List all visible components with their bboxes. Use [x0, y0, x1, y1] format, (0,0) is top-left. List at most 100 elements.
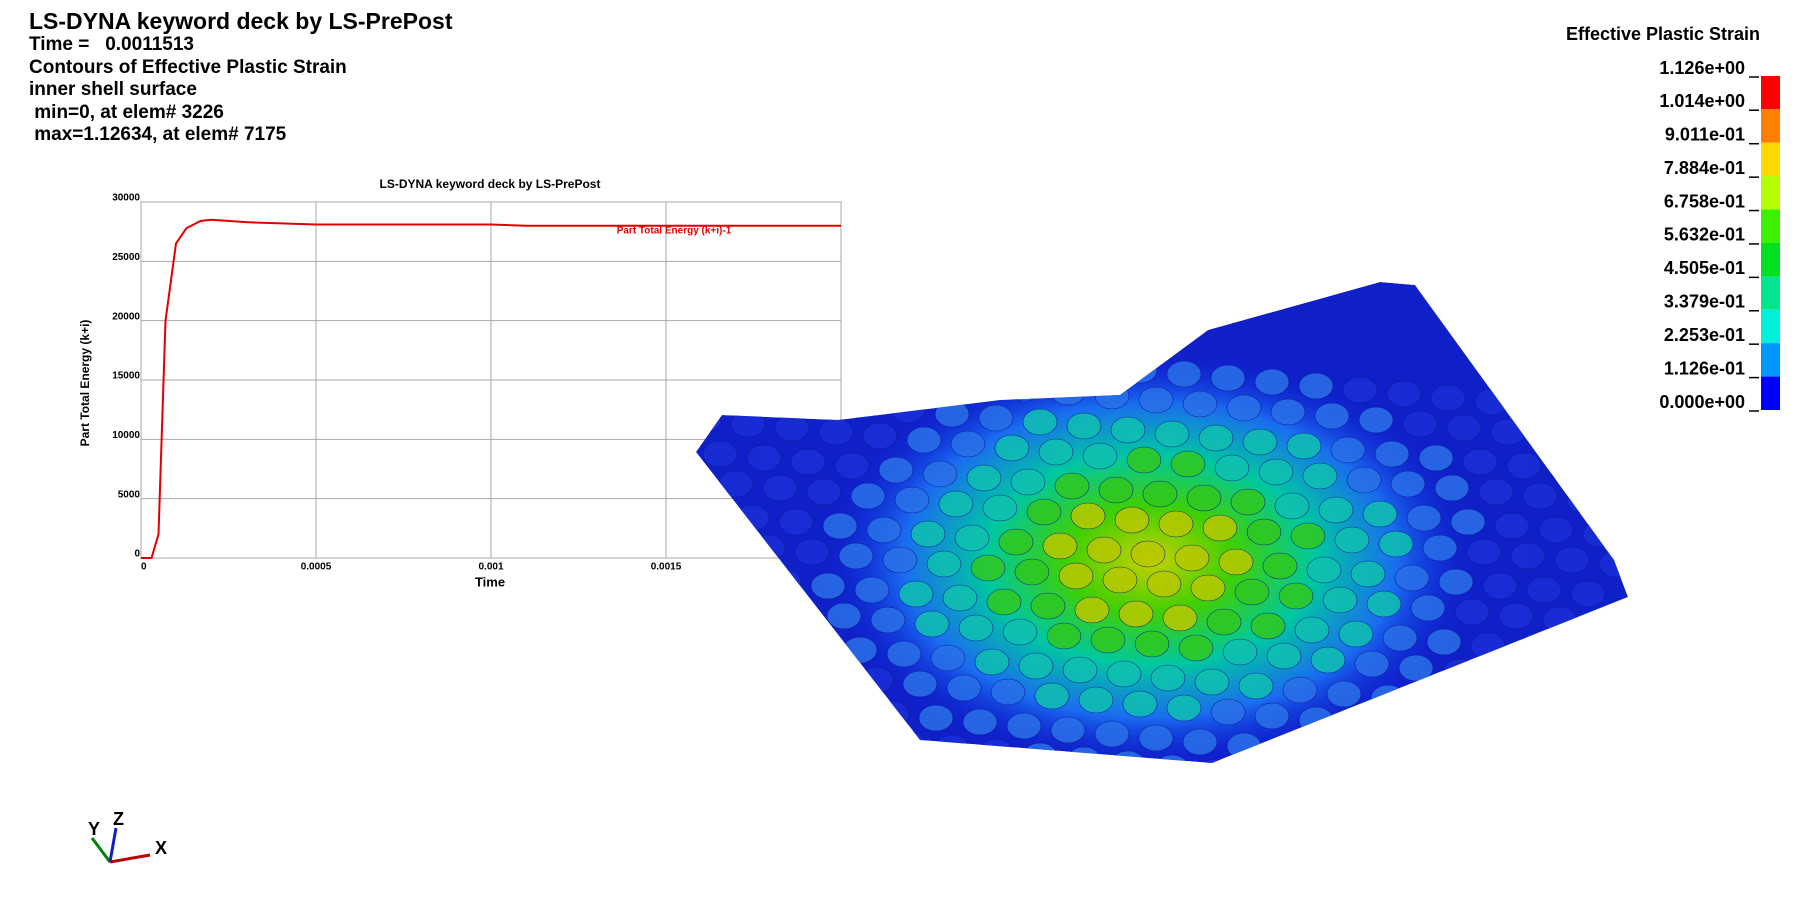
- mesh-bump: [1262, 552, 1298, 580]
- mesh-bump: [1034, 348, 1070, 376]
- mesh-bump: [1134, 630, 1170, 658]
- mesh-bump: [1039, 777, 1073, 803]
- mesh-bump: [826, 602, 862, 630]
- legend-tick-label: 1.126e-01: [1664, 358, 1745, 378]
- mesh-bump: [1138, 386, 1174, 414]
- mesh-bump: [1463, 783, 1497, 809]
- mesh-bump: [1495, 847, 1529, 873]
- mesh-bump: [1210, 698, 1246, 726]
- mesh-bump: [1542, 606, 1578, 634]
- mesh-bump: [1523, 821, 1557, 847]
- mesh-bump: [1202, 514, 1238, 542]
- mesh-bump: [659, 771, 693, 797]
- mesh-bump: [774, 752, 810, 763]
- header-line: Contours of Effective Plastic Strain: [29, 56, 347, 78]
- mesh-bump: [1186, 484, 1222, 512]
- mesh-bump: [1374, 440, 1410, 468]
- mesh-bump: [1350, 560, 1386, 588]
- mesh-bump: [1231, 823, 1265, 849]
- mesh-bump: [726, 320, 762, 348]
- mesh-bump: [1386, 714, 1422, 742]
- mesh-bump: [1018, 652, 1054, 680]
- mesh-bump: [1215, 793, 1249, 819]
- legend-band: [1761, 276, 1780, 310]
- mesh-bump: [1058, 562, 1094, 590]
- mesh-bump: [1122, 356, 1158, 384]
- mesh-bump: [1070, 502, 1106, 530]
- mesh-bump: [1094, 720, 1130, 748]
- mesh-bump: [962, 370, 998, 398]
- mesh-bump: [718, 470, 754, 498]
- mesh-bump: [1274, 492, 1310, 520]
- legend-tick-label: 0.000e+00: [1659, 392, 1745, 412]
- mesh-bump: [918, 366, 954, 394]
- mesh-bump: [918, 704, 954, 732]
- mesh-bump: [1282, 676, 1318, 704]
- mesh-bump: [786, 354, 822, 382]
- legend-tick-label: 1.126e+00: [1659, 58, 1745, 78]
- mesh-bump: [1143, 815, 1177, 841]
- mesh-bump: [726, 654, 762, 682]
- mesh-bump: [886, 640, 922, 668]
- mesh-bump: [1554, 546, 1590, 574]
- mesh-bump: [838, 542, 874, 570]
- mesh-bump: [1574, 670, 1610, 698]
- mesh-bump: [1518, 726, 1554, 754]
- mesh-bump: [1094, 382, 1130, 410]
- mesh-bump: [774, 414, 810, 442]
- legend-tick-label: 6.758e-01: [1664, 191, 1745, 211]
- mesh-bump: [934, 734, 970, 762]
- mesh-bump: [1482, 572, 1518, 600]
- plot: 0 5000 10000 15000 20000 25000 30000 0 0.0005 0.0…: [112, 193, 854, 573]
- mesh-bump: [1083, 781, 1117, 807]
- mesh-bump: [1106, 660, 1142, 688]
- mesh-bump: [1454, 598, 1490, 626]
- mesh-bump: [1078, 352, 1114, 380]
- mesh-bump: [1442, 658, 1478, 686]
- mesh-bump: [850, 482, 886, 510]
- mesh-bump: [754, 628, 790, 656]
- mesh-bump: [738, 594, 774, 622]
- mesh-bump: [934, 400, 970, 428]
- mesh-bump: [1258, 458, 1294, 486]
- mesh-bump: [1470, 632, 1506, 660]
- mesh-bump: [702, 440, 738, 468]
- mesh-bump: [1110, 416, 1146, 444]
- header-line: inner shell surface: [29, 79, 197, 100]
- mesh-bump: [1287, 767, 1321, 793]
- mesh-bump: [730, 748, 766, 763]
- mesh-bump: [1310, 646, 1346, 674]
- mesh-bump: [1550, 456, 1586, 484]
- mesh-bump: [1214, 454, 1250, 482]
- mesh-bump: [1534, 422, 1570, 450]
- mesh-bump: [1594, 460, 1628, 488]
- mesh-bump: [1430, 718, 1466, 746]
- mesh-bump: [1126, 446, 1162, 474]
- mesh-bump: [990, 678, 1026, 706]
- mesh-bump: [1090, 626, 1126, 654]
- mesh-bump: [1254, 368, 1290, 396]
- mesh-bump: [990, 344, 1026, 372]
- mesh-bump: [1478, 478, 1514, 506]
- mesh-bump: [615, 767, 649, 793]
- mesh-bump: [1294, 616, 1330, 644]
- mesh-bump: [1390, 470, 1426, 498]
- mesh-bump: [1222, 638, 1258, 666]
- legend-band: [1761, 309, 1780, 344]
- mesh-bump: [696, 620, 702, 648]
- triad-y-label: Y: [88, 819, 100, 839]
- mesh-bump: [1458, 692, 1494, 720]
- mesh-bump: [1346, 466, 1382, 494]
- mesh-bump: [818, 418, 854, 446]
- mesh-bump: [962, 708, 998, 736]
- mesh-bump: [1242, 428, 1278, 456]
- mesh-bump: [1298, 372, 1334, 400]
- mesh-bump: [1187, 819, 1221, 845]
- mesh-bump: [1234, 578, 1270, 606]
- mesh-bump: [902, 670, 938, 698]
- mesh-bump: [1174, 544, 1210, 572]
- mesh-bump: [1366, 590, 1402, 618]
- mesh-bump: [1510, 542, 1546, 570]
- mesh-bump: [906, 426, 942, 454]
- y-tick-label: 15000: [112, 371, 140, 382]
